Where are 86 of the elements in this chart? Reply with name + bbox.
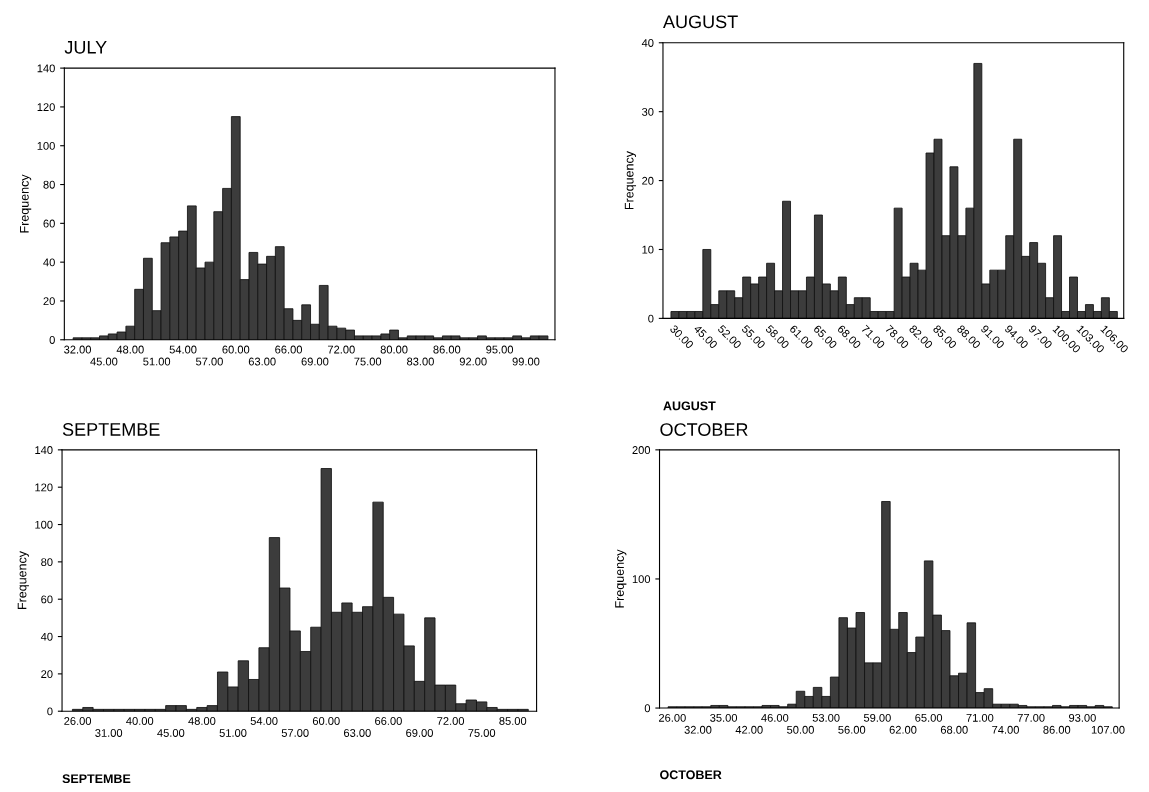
y-tick-label: 60 — [41, 595, 53, 604]
x-tick-label: 26.00 — [659, 713, 686, 722]
x-tick-label: 107.00 — [1091, 725, 1125, 734]
y-tick-label: 120 — [35, 483, 53, 492]
x-axis-title: OCTOBER — [660, 770, 722, 780]
x-tick-label: 85.00 — [499, 717, 527, 725]
x-tick-label: 53.00 — [812, 713, 840, 722]
y-axis-title: Frequency — [20, 174, 32, 233]
y-tick-label: 40 — [40, 632, 53, 641]
x-tick-label: 46.00 — [761, 713, 789, 722]
x-tick-label: 99.00 — [512, 357, 540, 366]
x-tick-label: 86.00 — [433, 345, 461, 354]
x-tick-label: 93.00 — [1069, 713, 1096, 722]
x-tick-label: 74.00 — [992, 725, 1019, 734]
chart-title: JULY — [64, 41, 107, 54]
x-tick-label: 56.00 — [838, 725, 866, 734]
x-tick-label: 80.00 — [380, 345, 408, 354]
x-tick-label: 75.00 — [354, 357, 382, 366]
x-tick-label: 35.00 — [710, 713, 738, 722]
y-tick-label: 140 — [37, 64, 55, 73]
x-tick-label: 65.00 — [915, 713, 943, 722]
x-tick-label: 69.00 — [406, 729, 433, 737]
x-tick-label: 40.00 — [126, 717, 154, 725]
y-tick-label: 100 — [35, 520, 53, 529]
y-tick-label: 20 — [642, 176, 654, 185]
y-tick-label: 40 — [641, 39, 654, 47]
x-tick-label: 57.00 — [195, 357, 223, 366]
x-tick-label: 48.00 — [188, 717, 216, 725]
x-tick-label: 68.00 — [940, 725, 968, 734]
x-tick-label: 83.00 — [407, 357, 434, 366]
x-tick-label: 45.00 — [90, 357, 118, 366]
y-tick-label: 0 — [644, 704, 651, 713]
x-tick-label: 59.00 — [863, 713, 891, 722]
x-tick-label: 45.00 — [157, 729, 185, 737]
y-tick-label: 100 — [632, 575, 651, 584]
y-tick-label: 80 — [41, 558, 53, 566]
x-tick-label: 71.00 — [966, 713, 994, 722]
y-tick-label: 20 — [41, 670, 53, 679]
x-tick-label: 57.00 — [281, 729, 309, 737]
x-tick-label: 54.00 — [169, 345, 197, 354]
x-tick-label: 32.00 — [684, 725, 712, 734]
y-tick-label: 20 — [43, 297, 55, 306]
x-tick-label: 75.00 — [468, 729, 496, 737]
y-tick-label: 0 — [648, 314, 654, 323]
x-tick-label: 77.00 — [1017, 713, 1045, 722]
x-tick-label: 66.00 — [375, 717, 402, 725]
x-tick-label: 51.00 — [143, 357, 171, 366]
x-tick-label: 26.00 — [64, 717, 92, 725]
y-tick-label: 10 — [642, 245, 654, 254]
y-tick-label: 30 — [642, 107, 654, 116]
x-tick-label: 60.00 — [312, 717, 340, 725]
chart-title: AUGUST — [663, 15, 738, 29]
x-tick-label: 72.00 — [437, 717, 465, 725]
x-tick-label: 42.00 — [735, 725, 763, 734]
y-tick-label: 40 — [43, 258, 55, 267]
y-tick-label: 0 — [47, 707, 53, 716]
x-tick-label: 31.00 — [95, 729, 123, 737]
x-tick-label: 66.00 — [275, 345, 303, 354]
x-tick-label: 92.00 — [459, 357, 487, 366]
x-tick-label: 86.00 — [1043, 725, 1071, 734]
y-axis-title: Frequency — [615, 549, 627, 608]
chart-title: SEPTEMBE — [62, 423, 160, 436]
y-tick-label: 100 — [37, 142, 55, 150]
x-tick-label: 54.00 — [250, 717, 278, 725]
x-tick-label: 63.00 — [248, 357, 276, 366]
chart-title: OCTOBER — [660, 423, 748, 436]
x-tick-label: 51.00 — [219, 729, 247, 737]
x-tick-label: 32.00 — [64, 345, 91, 354]
y-tick-label: 200 — [632, 446, 651, 454]
y-tick-label: 140 — [35, 446, 53, 454]
y-tick-label: 60 — [43, 219, 55, 228]
x-tick-label: 62.00 — [889, 725, 917, 734]
y-tick-label: 80 — [43, 180, 55, 189]
x-tick-label: 69.00 — [301, 357, 329, 366]
y-tick-label: 120 — [37, 103, 55, 112]
x-axis-title: SEPTEMBE — [62, 774, 131, 784]
y-axis-title: Frequency — [17, 551, 29, 610]
x-tick-label: 48.00 — [116, 345, 144, 354]
x-tick-label: 63.00 — [344, 729, 371, 737]
x-tick-label: 72.00 — [327, 345, 355, 354]
y-axis-title: Frequency — [624, 151, 637, 210]
x-axis-title: AUGUST — [663, 401, 716, 411]
y-tick-label: 0 — [49, 336, 55, 344]
x-tick-label: 60.00 — [222, 345, 250, 354]
x-tick-label: 95.00 — [486, 345, 514, 354]
x-tick-label: 50.00 — [787, 725, 814, 734]
